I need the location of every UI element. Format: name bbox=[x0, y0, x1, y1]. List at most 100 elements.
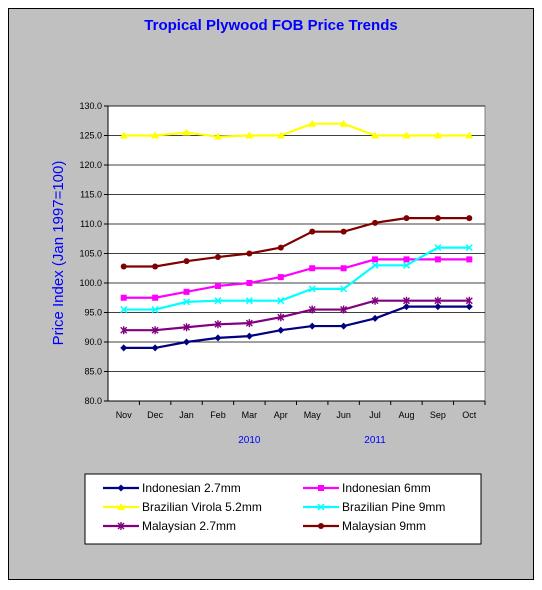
data-point bbox=[434, 215, 441, 222]
legend-item: Brazilian Pine 9mm bbox=[303, 500, 445, 514]
legend-label: Brazilian Pine 9mm bbox=[342, 500, 445, 514]
data-point bbox=[245, 131, 254, 139]
data-point bbox=[117, 484, 125, 492]
data-point bbox=[277, 313, 285, 322]
data-point bbox=[465, 131, 474, 139]
legend-label: Indonesian 2.7mm bbox=[142, 481, 241, 495]
series-0 bbox=[120, 303, 473, 352]
data-point bbox=[245, 332, 253, 340]
series-1 bbox=[120, 256, 473, 301]
data-point bbox=[339, 119, 348, 127]
series-line bbox=[123, 122, 470, 138]
data-point bbox=[372, 219, 379, 226]
x-tick-label: Oct bbox=[462, 410, 477, 420]
legend-label: Malaysian 2.7mm bbox=[142, 519, 236, 533]
x-tick-label: Dec bbox=[147, 410, 164, 420]
x-tick-label: Feb bbox=[210, 410, 226, 420]
data-point bbox=[403, 215, 410, 222]
year-label: 2011 bbox=[364, 435, 386, 446]
data-point bbox=[340, 305, 348, 314]
series-4 bbox=[120, 296, 473, 335]
data-point bbox=[434, 296, 442, 305]
data-point bbox=[371, 296, 379, 305]
data-point bbox=[317, 503, 325, 511]
data-point bbox=[151, 326, 159, 335]
y-axis-label: Price Index (Jan 1997=100) bbox=[50, 161, 67, 346]
y-tick-label: 125.0 bbox=[79, 131, 102, 141]
legend-item: Brazilian Virola 5.2mm bbox=[103, 500, 262, 514]
y-tick-label: 80.0 bbox=[84, 396, 102, 406]
x-tick-label: Aug bbox=[398, 410, 414, 420]
legend-label: Malaysian 9mm bbox=[342, 519, 426, 533]
data-point bbox=[372, 256, 379, 263]
legend-label: Indonesian 6mm bbox=[342, 481, 431, 495]
data-point bbox=[214, 320, 222, 329]
x-tick-label: Nov bbox=[116, 410, 133, 420]
data-point bbox=[340, 265, 347, 272]
legend-item: Indonesian 2.7mm bbox=[103, 481, 241, 495]
series-3 bbox=[120, 244, 473, 314]
data-point bbox=[318, 523, 324, 529]
data-point bbox=[151, 344, 159, 352]
data-point bbox=[214, 334, 222, 342]
data-point bbox=[340, 228, 347, 235]
data-point bbox=[152, 294, 159, 301]
data-point bbox=[183, 338, 191, 346]
data-point bbox=[309, 228, 316, 235]
data-point bbox=[318, 485, 324, 491]
data-point bbox=[403, 256, 410, 263]
data-point bbox=[466, 215, 473, 222]
data-point bbox=[182, 128, 191, 136]
y-tick-label: 120.0 bbox=[79, 160, 102, 170]
y-tick-label: 100.0 bbox=[79, 278, 102, 288]
data-point bbox=[120, 263, 127, 270]
data-point bbox=[402, 296, 410, 305]
y-tick-label: 115.0 bbox=[80, 190, 102, 200]
x-tick-label: Jan bbox=[179, 410, 194, 420]
y-tick-label: 130.0 bbox=[79, 101, 102, 111]
data-point bbox=[308, 305, 316, 314]
data-point bbox=[434, 303, 442, 311]
data-point bbox=[465, 296, 473, 305]
data-point bbox=[120, 326, 128, 335]
series-2 bbox=[119, 119, 474, 140]
data-point bbox=[214, 297, 222, 305]
y-tick-label: 85.0 bbox=[84, 367, 102, 377]
data-point bbox=[213, 132, 222, 140]
x-tick-label: Mar bbox=[242, 410, 258, 420]
data-point bbox=[245, 319, 253, 328]
data-point bbox=[151, 131, 160, 139]
legend bbox=[84, 473, 482, 545]
year-label: 2010 bbox=[238, 435, 261, 446]
data-point bbox=[277, 326, 285, 334]
data-point bbox=[466, 256, 473, 263]
data-point bbox=[276, 131, 285, 139]
series-line bbox=[123, 258, 470, 299]
data-point bbox=[308, 285, 316, 293]
data-point bbox=[465, 303, 473, 311]
legend-item: Malaysian 2.7mm bbox=[103, 519, 236, 533]
data-point bbox=[214, 282, 221, 289]
legend-item: Indonesian 6mm bbox=[303, 481, 431, 495]
data-point bbox=[340, 285, 348, 293]
data-point bbox=[402, 261, 410, 269]
data-point bbox=[433, 131, 442, 139]
data-point bbox=[277, 244, 284, 251]
x-tick-label: May bbox=[304, 410, 322, 420]
x-tick-label: Jun bbox=[336, 410, 351, 420]
data-point bbox=[120, 294, 127, 301]
series-line bbox=[123, 246, 470, 311]
data-point bbox=[151, 306, 159, 314]
data-point bbox=[308, 119, 317, 127]
data-point bbox=[277, 274, 284, 281]
data-point bbox=[434, 256, 441, 263]
legend-label: Brazilian Virola 5.2mm bbox=[142, 500, 262, 514]
data-point bbox=[214, 254, 221, 261]
data-point bbox=[119, 131, 128, 139]
x-tick-label: Sep bbox=[430, 410, 446, 420]
series-line bbox=[123, 299, 470, 332]
data-point bbox=[277, 297, 285, 305]
data-point bbox=[309, 265, 316, 272]
chart-title: Tropical Plywood FOB Price Trends bbox=[144, 17, 398, 34]
